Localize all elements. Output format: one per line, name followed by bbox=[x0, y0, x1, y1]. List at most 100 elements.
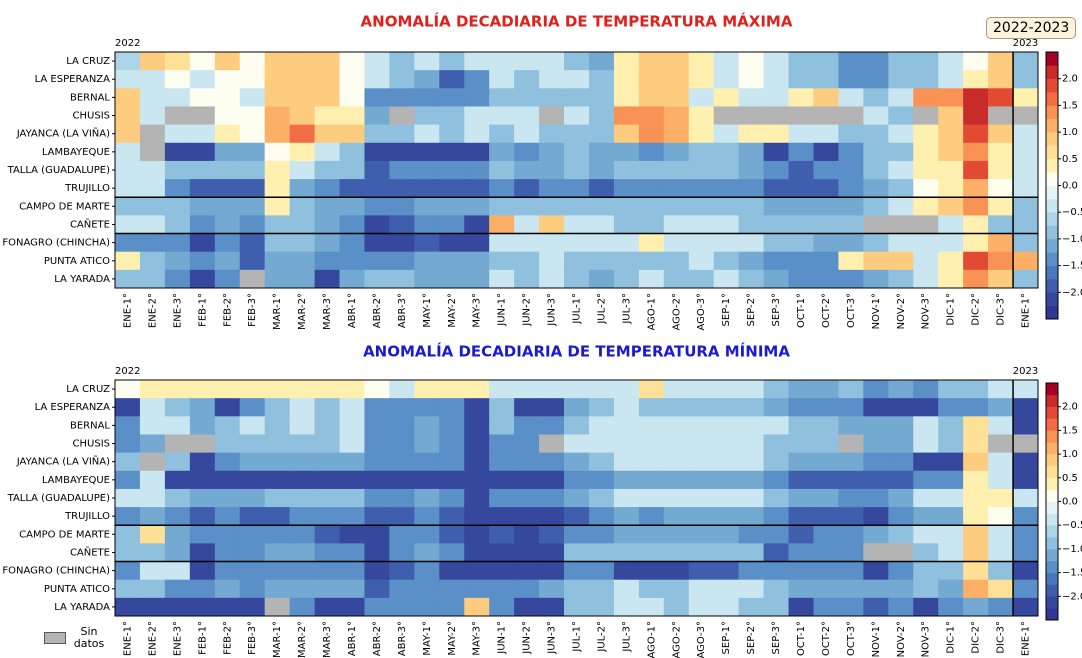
cell bbox=[289, 416, 315, 435]
cell bbox=[514, 507, 540, 526]
cell bbox=[139, 488, 166, 508]
cell bbox=[613, 452, 640, 472]
cell bbox=[938, 416, 964, 435]
colorbar-step bbox=[1046, 212, 1058, 226]
column-label: JUL-3° bbox=[621, 621, 632, 653]
cell bbox=[539, 488, 565, 508]
cell bbox=[1013, 543, 1039, 562]
cell bbox=[863, 179, 889, 198]
cell bbox=[214, 197, 241, 216]
cell bbox=[289, 233, 315, 252]
cell bbox=[389, 70, 415, 89]
cell bbox=[214, 179, 241, 198]
cell bbox=[514, 561, 540, 580]
cell bbox=[863, 88, 889, 107]
cell bbox=[214, 398, 241, 417]
cell bbox=[913, 579, 939, 599]
cell bbox=[314, 142, 340, 162]
cell bbox=[663, 380, 690, 399]
colorbar-step bbox=[1046, 118, 1058, 133]
cell bbox=[539, 269, 565, 289]
cell bbox=[364, 88, 390, 107]
column-label: SEP-3° bbox=[771, 293, 782, 326]
cell bbox=[115, 88, 141, 107]
cell bbox=[539, 579, 565, 599]
cell bbox=[239, 142, 265, 162]
cell bbox=[613, 525, 640, 544]
cell bbox=[588, 160, 615, 180]
cell bbox=[364, 507, 390, 526]
column-label: FEB-3° bbox=[247, 621, 258, 655]
cell bbox=[289, 561, 315, 580]
cell bbox=[264, 251, 290, 271]
cell bbox=[314, 434, 340, 453]
cell bbox=[164, 233, 191, 252]
cell bbox=[489, 525, 515, 544]
cell bbox=[214, 452, 241, 472]
cell bbox=[564, 452, 590, 472]
cell bbox=[688, 561, 715, 580]
cell bbox=[788, 52, 814, 71]
no-data-cell bbox=[863, 543, 889, 562]
colorbar-step bbox=[1046, 489, 1058, 502]
cell bbox=[663, 70, 690, 89]
cell bbox=[314, 416, 340, 435]
cell bbox=[938, 561, 964, 580]
cell bbox=[314, 398, 340, 417]
cell bbox=[738, 269, 764, 289]
cell bbox=[763, 269, 789, 289]
cell bbox=[489, 416, 515, 435]
cell bbox=[514, 52, 540, 71]
cell bbox=[738, 233, 764, 252]
cell bbox=[489, 561, 515, 580]
cell bbox=[688, 197, 715, 216]
cell bbox=[713, 452, 739, 472]
colorbar-step bbox=[1046, 442, 1058, 455]
cell bbox=[514, 543, 540, 562]
cell bbox=[913, 507, 939, 526]
colorbar-step bbox=[1046, 278, 1058, 293]
cell bbox=[289, 507, 315, 526]
cell bbox=[389, 269, 415, 289]
cell bbox=[963, 215, 989, 234]
cell bbox=[788, 507, 814, 526]
cell bbox=[264, 561, 290, 580]
cell bbox=[339, 543, 365, 562]
cell bbox=[963, 70, 989, 89]
cell bbox=[514, 251, 540, 271]
cell bbox=[414, 488, 440, 508]
cell bbox=[588, 416, 615, 435]
cell bbox=[489, 70, 515, 89]
cell bbox=[189, 142, 216, 162]
column-label: MAR-2° bbox=[297, 293, 308, 330]
cell bbox=[189, 398, 216, 417]
cell bbox=[564, 398, 590, 417]
column-label: ABR-1° bbox=[347, 621, 358, 656]
cell bbox=[863, 197, 889, 216]
cell bbox=[164, 251, 191, 271]
cell bbox=[1013, 215, 1039, 234]
cell bbox=[564, 525, 590, 544]
cell bbox=[564, 269, 590, 289]
cell bbox=[988, 452, 1014, 472]
cell bbox=[214, 579, 241, 599]
colorbar-tick-label: −1.5 bbox=[1062, 568, 1082, 579]
cell bbox=[788, 597, 814, 617]
cell bbox=[588, 269, 615, 289]
colorbar-tick-label: −2.0 bbox=[1062, 287, 1082, 298]
cell bbox=[888, 507, 914, 526]
row-label: BERNAL bbox=[70, 92, 110, 103]
cell bbox=[988, 70, 1014, 89]
cell bbox=[289, 215, 315, 234]
cell bbox=[863, 525, 889, 544]
cell bbox=[638, 197, 665, 216]
cell bbox=[638, 380, 665, 399]
cell bbox=[414, 434, 440, 453]
cell bbox=[189, 215, 216, 234]
cell bbox=[863, 470, 889, 490]
cell bbox=[164, 452, 191, 472]
cell bbox=[264, 452, 290, 472]
no-data-cell bbox=[164, 106, 191, 125]
cell bbox=[564, 197, 590, 216]
